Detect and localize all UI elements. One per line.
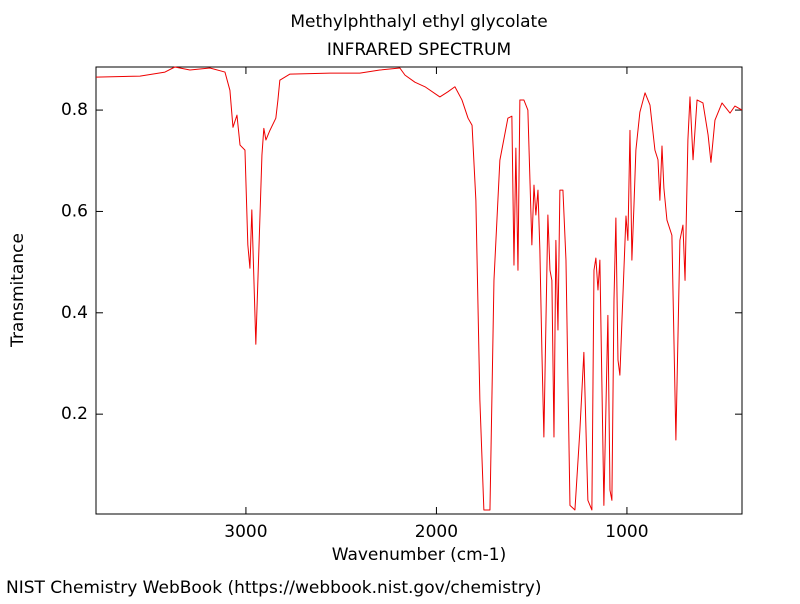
- source-note: NIST Chemistry WebBook (https://webbook.…: [6, 578, 541, 598]
- plot-frame: [95, 66, 743, 515]
- chart-title: Methylphthalyl ethyl glycolate: [290, 12, 547, 32]
- y-axis-label: Transmitance: [8, 233, 28, 348]
- y-tick-label: 0.4: [61, 303, 88, 323]
- y-tick-label: 0.6: [61, 201, 88, 221]
- x-tick-label: 3000: [224, 522, 267, 542]
- x-axis-label: Wavenumber (cm-1): [332, 545, 507, 565]
- y-tick-label: 0.2: [61, 404, 88, 424]
- x-tick-label: 2000: [415, 522, 458, 542]
- y-tick-label: 0.8: [61, 100, 88, 120]
- spectrum-line: [95, 66, 743, 511]
- x-tick-label: 1000: [605, 522, 648, 542]
- chart-subtitle: INFRARED SPECTRUM: [327, 40, 511, 60]
